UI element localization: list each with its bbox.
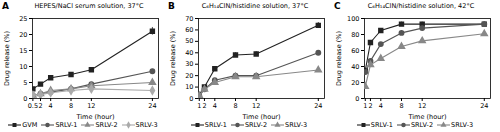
html-text:SRLV-1: SRLV-1 — [55, 121, 78, 129]
svg-text:40: 40 — [351, 63, 359, 71]
svg-text:20: 20 — [351, 79, 359, 87]
html-text:GVM: GVM — [22, 121, 38, 129]
svg-text:Time (hour): Time (hour) — [408, 113, 447, 121]
html-text:SRLV-1: SRLV-1 — [370, 121, 393, 129]
svg-text:80: 80 — [351, 31, 359, 39]
svg-text:2: 2 — [38, 102, 42, 110]
svg-text:30: 30 — [185, 60, 193, 68]
svg-text:24: 24 — [480, 102, 488, 110]
svg-text:25: 25 — [19, 15, 27, 23]
svg-text:24: 24 — [314, 102, 322, 110]
svg-text:20: 20 — [185, 72, 193, 80]
svg-text:5: 5 — [23, 79, 27, 87]
svg-text:0: 0 — [23, 94, 28, 103]
html-text:C₆H₁₄ClN/histidine solution, 4: C₆H₁₄ClN/histidine solution, 42°C — [367, 2, 475, 10]
svg-text:Time (hour): Time (hour) — [242, 113, 281, 121]
svg-text:0: 0 — [189, 95, 193, 103]
svg-text:20: 20 — [19, 31, 27, 39]
svg-text:4: 4 — [379, 102, 383, 110]
svg-text:10: 10 — [19, 63, 27, 71]
svg-text:4: 4 — [49, 102, 53, 110]
html-text:SRLV-2: SRLV-2 — [410, 121, 433, 129]
html-text:SRLV-2: SRLV-2 — [244, 121, 267, 129]
svg-text:0: 0 — [355, 95, 359, 103]
svg-text:8: 8 — [233, 102, 237, 110]
svg-text:12: 12 — [252, 102, 260, 110]
svg-text:2: 2 — [202, 102, 206, 110]
svg-text:60: 60 — [185, 26, 193, 34]
svg-text:1: 1 — [197, 102, 201, 110]
svg-text:Time (hour): Time (hour) — [76, 113, 115, 121]
svg-text:24: 24 — [148, 102, 156, 110]
svg-text:8: 8 — [69, 102, 73, 110]
svg-text:40: 40 — [185, 49, 193, 57]
html-text:SRLV-3: SRLV-3 — [285, 121, 308, 129]
html-text:SRLV-1: SRLV-1 — [204, 121, 227, 129]
svg-text:Drug release (%): Drug release (%) — [3, 31, 11, 86]
svg-text:4: 4 — [213, 102, 217, 110]
svg-text:Drug release (%): Drug release (%) — [335, 31, 343, 86]
svg-text:8: 8 — [399, 102, 403, 110]
svg-text:15: 15 — [19, 47, 27, 55]
svg-text:100: 100 — [347, 15, 359, 23]
svg-text:0.5: 0.5 — [28, 102, 38, 110]
svg-text:10: 10 — [185, 83, 193, 91]
svg-text:60: 60 — [351, 47, 359, 55]
html-text:SRLV-3: SRLV-3 — [135, 121, 158, 129]
svg-text:70: 70 — [185, 15, 193, 23]
html-text:B: B — [168, 1, 175, 11]
html-text:C: C — [334, 1, 341, 11]
html-text:SRLV-2: SRLV-2 — [95, 121, 118, 129]
svg-text:2: 2 — [368, 102, 372, 110]
html-text:C₆H₁₄ClN/histidine solution, 3: C₆H₁₄ClN/histidine solution, 37°C — [201, 2, 309, 10]
html-text:HEPES/NaCl serum solution, 37°: HEPES/NaCl serum solution, 37°C — [34, 2, 144, 10]
svg-text:12: 12 — [87, 102, 95, 110]
html-text:A: A — [2, 1, 9, 11]
svg-text:50: 50 — [185, 37, 193, 45]
svg-text:Drug release (%): Drug release (%) — [169, 31, 177, 86]
svg-text:12: 12 — [418, 102, 426, 110]
svg-text:1: 1 — [363, 102, 367, 110]
html-text:SRLV-3: SRLV-3 — [451, 121, 474, 129]
